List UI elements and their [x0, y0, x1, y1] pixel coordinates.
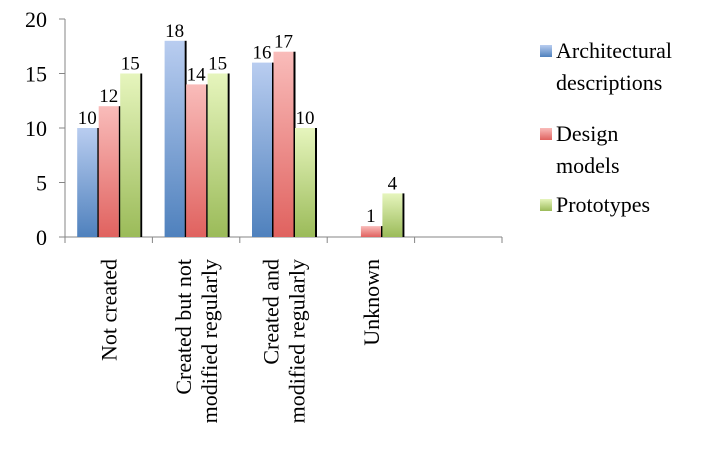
y-tick-label: 15 — [25, 62, 47, 87]
bar — [186, 84, 207, 238]
y-tick-label: 10 — [25, 116, 47, 141]
legend-swatch — [540, 128, 552, 140]
bar — [98, 106, 119, 237]
y-tick-label: 5 — [36, 171, 47, 196]
bar-shadow — [272, 62, 274, 237]
legend-swatch — [540, 45, 552, 57]
bar — [382, 193, 403, 237]
data-label: 17 — [274, 32, 293, 53]
legend-swatch — [540, 199, 552, 211]
legend-label: Design — [556, 121, 618, 146]
category-label: Not created — [97, 259, 122, 361]
category-label: Created but not — [171, 259, 196, 395]
legend-label: models — [556, 153, 620, 178]
bar — [295, 128, 315, 237]
bar-shadow — [97, 128, 100, 237]
y-tick-label: 0 — [36, 225, 47, 250]
data-label: 14 — [187, 64, 207, 85]
data-label: 10 — [296, 108, 315, 129]
bars — [77, 40, 405, 238]
bar — [252, 62, 272, 237]
bar-shadow — [118, 106, 121, 237]
legend-label: Prototypes — [556, 192, 650, 217]
category-label: modified regularly — [197, 259, 222, 423]
category-label: Unknown — [359, 259, 384, 346]
bar-shadow — [227, 73, 230, 237]
bar-shadow — [206, 84, 209, 238]
data-label: 18 — [165, 21, 184, 42]
data-label: 12 — [99, 86, 118, 107]
bar — [360, 226, 381, 237]
bar-shadow — [140, 73, 143, 237]
data-label: 16 — [253, 43, 272, 64]
data-label: 4 — [388, 173, 398, 194]
bar-shadow — [184, 40, 187, 237]
bar — [164, 40, 185, 237]
bar-shadow — [315, 128, 317, 237]
bar — [120, 73, 141, 237]
data-label: 1 — [366, 206, 376, 227]
category-labels: Not created Created but not modified regul… — [97, 259, 384, 423]
category-label: Created and — [259, 259, 284, 365]
y-tick-label: 20 — [25, 7, 47, 32]
data-label: 10 — [78, 108, 97, 129]
bar-shadow — [402, 193, 405, 237]
bar-shadow — [293, 51, 296, 238]
category-label: modified regularly — [285, 259, 310, 423]
data-label: 15 — [121, 54, 140, 75]
bar — [273, 51, 294, 238]
legend-label: descriptions — [556, 70, 662, 95]
data-label: 15 — [208, 54, 227, 75]
bar-shadow — [380, 226, 383, 237]
bar — [77, 128, 98, 237]
legend: Architectural descriptions Design models Pro… — [540, 38, 672, 217]
bar — [207, 73, 228, 237]
legend-label: Architectural — [556, 38, 672, 63]
